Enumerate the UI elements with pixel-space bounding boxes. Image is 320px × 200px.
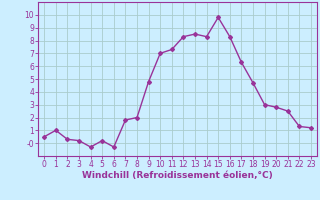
X-axis label: Windchill (Refroidissement éolien,°C): Windchill (Refroidissement éolien,°C) — [82, 171, 273, 180]
